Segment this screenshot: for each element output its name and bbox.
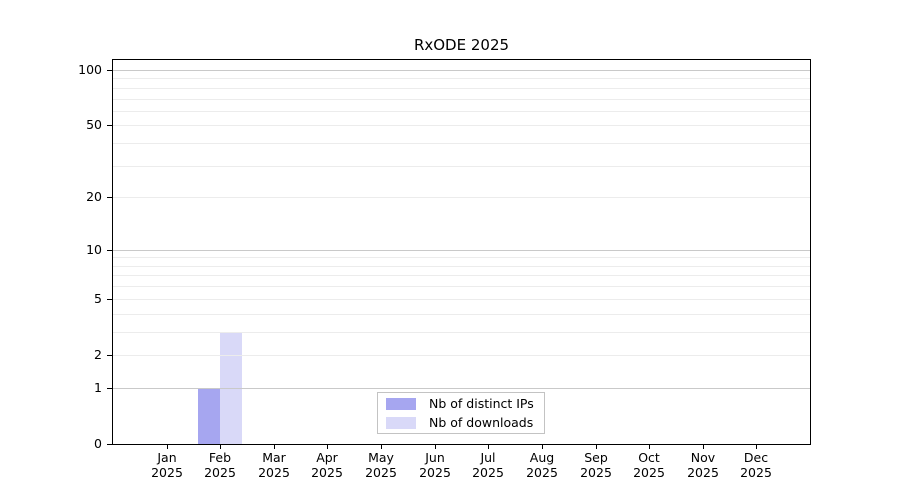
- gridline-y-1: [113, 388, 810, 389]
- y-tick-20: [107, 197, 112, 198]
- x-tick-jul: [488, 444, 489, 449]
- legend-label-distinct-ips: Nb of distinct IPs: [429, 396, 534, 411]
- x-tick-may: [381, 444, 382, 449]
- y-tick-label-100: 100: [78, 62, 102, 77]
- y-tick-label-50: 50: [86, 117, 102, 132]
- x-tick-label-sep: Sep 2025: [564, 450, 628, 480]
- x-label-year: 2025: [311, 465, 343, 480]
- legend-item-distinct-ips: Nb of distinct IPs: [384, 395, 538, 412]
- x-tick-label-aug: Aug 2025: [510, 450, 574, 480]
- x-label-year: 2025: [204, 465, 236, 480]
- x-tick-label-jul: Jul 2025: [456, 450, 520, 480]
- legend-swatch-downloads: [386, 416, 416, 429]
- x-tick-label-jun: Jun 2025: [403, 450, 467, 480]
- gridline-y-50: [113, 125, 810, 126]
- x-label-month: May: [368, 450, 394, 465]
- x-label-month: Jan: [157, 450, 177, 465]
- x-tick-label-oct: Oct 2025: [617, 450, 681, 480]
- x-tick-jun: [435, 444, 436, 449]
- x-label-year: 2025: [472, 465, 504, 480]
- gridline-y-9: [113, 257, 810, 258]
- plot-area: Nb of distinct IPs Nb of downloads: [112, 59, 811, 445]
- x-tick-label-feb: Feb 2025: [188, 450, 252, 480]
- gridline-y-70: [113, 99, 810, 100]
- legend: Nb of distinct IPs Nb of downloads: [377, 392, 545, 434]
- gridline-y-7: [113, 275, 810, 276]
- x-label-month: Mar: [262, 450, 286, 465]
- x-label-year: 2025: [526, 465, 558, 480]
- x-tick-label-may: May 2025: [349, 450, 413, 480]
- x-label-month: Feb: [208, 450, 232, 465]
- x-label-year: 2025: [258, 465, 290, 480]
- legend-swatch-distinct-ips: [386, 397, 416, 410]
- gridline-y-40: [113, 143, 810, 144]
- gridline-y-3: [113, 332, 810, 333]
- x-label-month: Jun: [425, 450, 445, 465]
- x-tick-label-dec: Dec 2025: [724, 450, 788, 480]
- legend-label-downloads: Nb of downloads: [429, 415, 534, 430]
- x-tick-sep: [596, 444, 597, 449]
- gridline-y-20: [113, 197, 810, 198]
- y-tick-label-0: 0: [94, 436, 102, 451]
- gridline-y-90: [113, 78, 810, 79]
- y-tick-1: [107, 388, 112, 389]
- y-tick-label-10: 10: [86, 242, 102, 257]
- y-tick-50: [107, 125, 112, 126]
- x-tick-mar: [274, 444, 275, 449]
- bar-feb-distinct-ips: [198, 388, 220, 444]
- y-tick-label-5: 5: [94, 291, 102, 306]
- x-tick-aug: [542, 444, 543, 449]
- gridline-y-80: [113, 88, 810, 89]
- x-tick-nov: [703, 444, 704, 449]
- x-label-year: 2025: [687, 465, 719, 480]
- gridline-y-2: [113, 355, 810, 356]
- gridline-y-100: [113, 70, 810, 71]
- x-tick-feb: [220, 444, 221, 449]
- y-tick-2: [107, 355, 112, 356]
- x-label-year: 2025: [151, 465, 183, 480]
- x-label-year: 2025: [419, 465, 451, 480]
- x-label-year: 2025: [633, 465, 665, 480]
- x-tick-label-mar: Mar 2025: [242, 450, 306, 480]
- x-label-month: Oct: [638, 450, 660, 465]
- y-tick-5: [107, 299, 112, 300]
- x-label-month: Nov: [690, 450, 716, 465]
- x-label-month: Aug: [529, 450, 555, 465]
- legend-item-downloads: Nb of downloads: [384, 414, 538, 431]
- x-tick-label-nov: Nov 2025: [671, 450, 735, 480]
- y-tick-100: [107, 70, 112, 71]
- x-tick-label-apr: Apr 2025: [295, 450, 359, 480]
- x-tick-jan: [167, 444, 168, 449]
- gridline-y-5: [113, 299, 810, 300]
- y-tick-label-1: 1: [94, 380, 102, 395]
- gridline-y-6: [113, 286, 810, 287]
- gridline-y-60: [113, 111, 810, 112]
- y-tick-label-20: 20: [86, 189, 102, 204]
- x-tick-label-jan: Jan 2025: [135, 450, 199, 480]
- y-tick-0: [107, 444, 112, 445]
- x-tick-apr: [327, 444, 328, 449]
- chart-title: RxODE 2025: [413, 36, 510, 54]
- gridline-y-10: [113, 250, 810, 251]
- gridline-y-30: [113, 166, 810, 167]
- x-tick-dec: [756, 444, 757, 449]
- x-tick-oct: [649, 444, 650, 449]
- gridline-y-8: [113, 266, 810, 267]
- x-label-month: Jul: [480, 450, 496, 465]
- x-label-year: 2025: [580, 465, 612, 480]
- gridline-y-4: [113, 314, 810, 315]
- x-label-year: 2025: [365, 465, 397, 480]
- x-label-month: Sep: [584, 450, 608, 465]
- x-label-month: Dec: [743, 450, 769, 465]
- y-tick-10: [107, 250, 112, 251]
- y-tick-label-2: 2: [94, 347, 102, 362]
- x-label-year: 2025: [740, 465, 772, 480]
- x-label-month: Apr: [316, 450, 338, 465]
